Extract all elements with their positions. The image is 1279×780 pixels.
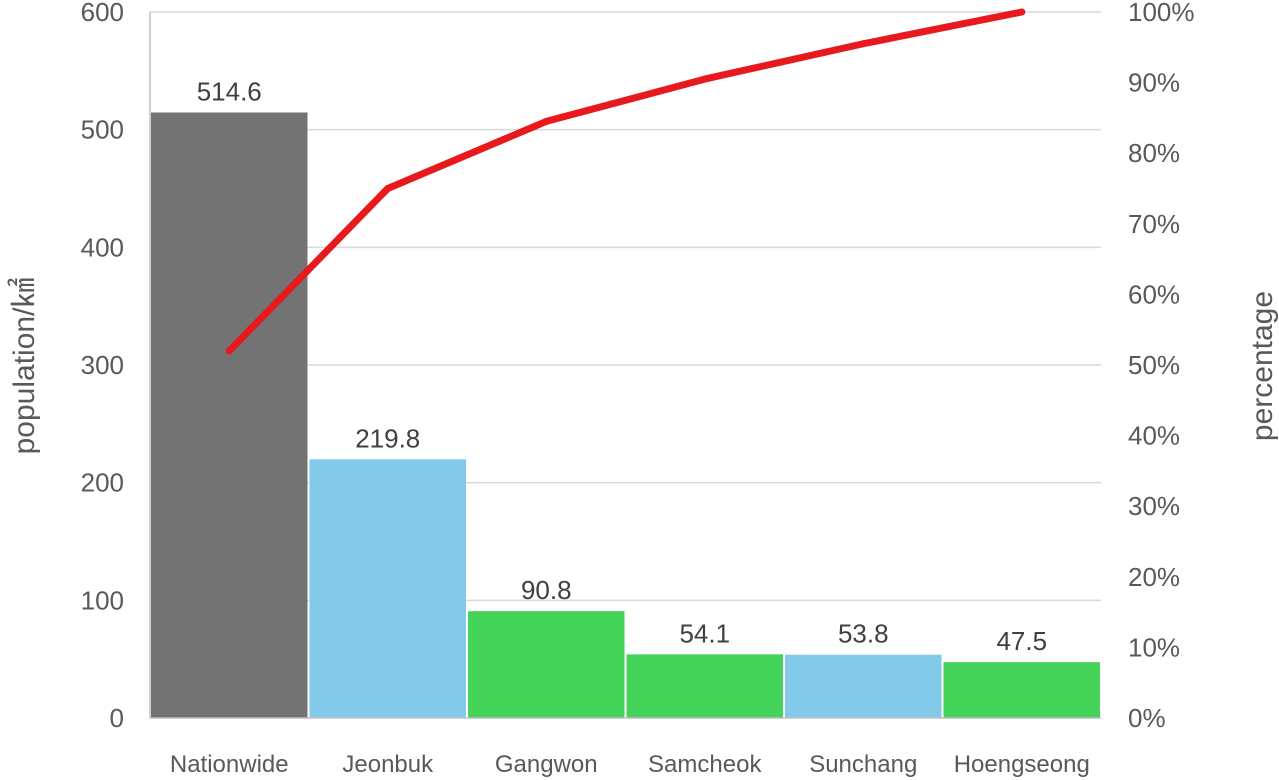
y2-tick-label: 80% bbox=[1128, 138, 1180, 168]
bar-samcheok bbox=[626, 654, 783, 718]
y-tick-label: 300 bbox=[81, 350, 124, 380]
line-point bbox=[542, 117, 550, 125]
data-label: 514.6 bbox=[197, 76, 262, 106]
x-tick-label: Samcheok bbox=[648, 751, 762, 778]
bar-hoengseong bbox=[943, 662, 1100, 718]
y-tick-label: 200 bbox=[81, 468, 124, 498]
axes bbox=[149, 12, 1101, 719]
y2-tick-label: 90% bbox=[1128, 68, 1180, 98]
x-tick-label: Sunchang bbox=[809, 751, 917, 778]
x-tick-label: Hoengseong bbox=[954, 751, 1090, 778]
y2-tick-label: 10% bbox=[1128, 632, 1180, 662]
y2-tick-label: 20% bbox=[1128, 562, 1180, 592]
x-tick-label: Nationwide bbox=[170, 751, 289, 778]
y2-tick-label: 0% bbox=[1128, 703, 1166, 733]
y2-axis-title: percentage bbox=[1246, 291, 1279, 441]
left-axis-ticks: 0 100 200 300 400 500 600 bbox=[81, 0, 124, 733]
data-label: 54.1 bbox=[679, 618, 730, 648]
y-axis-title: population/㎢ bbox=[8, 278, 41, 455]
x-tick-label: Gangwon bbox=[495, 751, 598, 778]
data-label: 90.8 bbox=[521, 575, 572, 605]
bar-nationwide bbox=[151, 112, 308, 719]
line-point bbox=[1018, 8, 1026, 16]
line-point bbox=[701, 75, 709, 83]
data-label: 47.5 bbox=[996, 626, 1047, 656]
y-tick-label: 0 bbox=[110, 703, 124, 733]
x-tick-label: Jeonbuk bbox=[342, 751, 434, 778]
right-axis-ticks: 0% 10% 20% 30% 40% 50% 60% 70% 80% 90% 100% bbox=[1128, 0, 1195, 733]
bar-series bbox=[151, 112, 1100, 719]
y2-tick-label: 40% bbox=[1128, 421, 1180, 451]
cumulative-line-series bbox=[225, 8, 1026, 355]
cumulative-line bbox=[225, 8, 1026, 355]
y2-tick-label: 100% bbox=[1128, 0, 1195, 27]
data-labels: 514.6 219.8 90.8 54.1 53.8 47.5 bbox=[197, 76, 1047, 656]
data-label: 53.8 bbox=[838, 619, 889, 649]
y2-tick-label: 60% bbox=[1128, 279, 1180, 309]
line-point bbox=[859, 40, 867, 48]
bar-gangwon bbox=[468, 611, 625, 718]
line-point bbox=[384, 185, 392, 192]
data-label: 219.8 bbox=[355, 423, 420, 453]
line-point bbox=[225, 347, 233, 355]
y-tick-label: 600 bbox=[81, 0, 124, 27]
y-tick-label: 500 bbox=[81, 115, 124, 145]
category-labels: Nationwide Jeonbuk Gangwon Samcheok Sunchang… bbox=[170, 751, 1090, 778]
bar-sunchang bbox=[785, 654, 942, 718]
y2-tick-label: 30% bbox=[1128, 491, 1180, 521]
bar-jeonbuk bbox=[309, 459, 466, 718]
y2-tick-label: 70% bbox=[1128, 209, 1180, 239]
y-tick-label: 400 bbox=[81, 232, 124, 262]
y2-tick-label: 50% bbox=[1128, 350, 1180, 380]
y-tick-label: 100 bbox=[81, 585, 124, 615]
gridlines bbox=[150, 11, 1101, 602]
